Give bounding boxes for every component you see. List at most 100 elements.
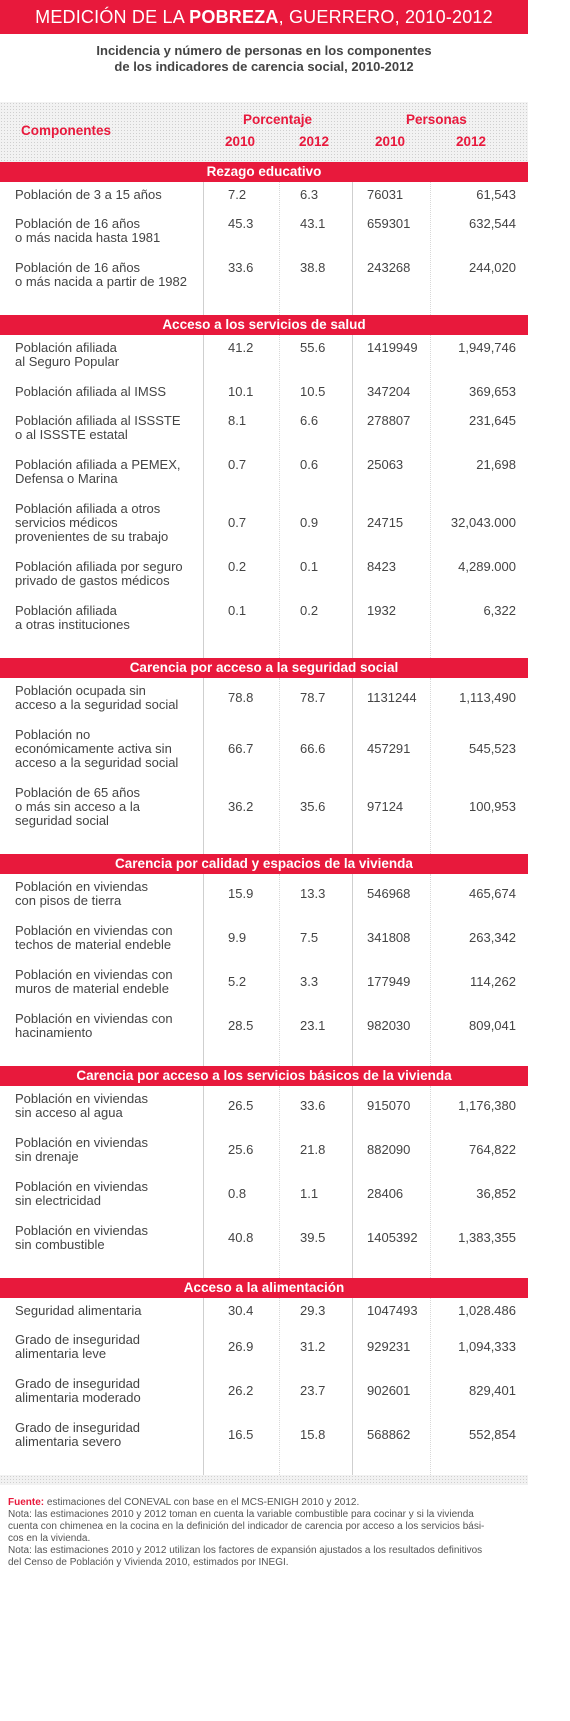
cell-pct-2010: 9.9 <box>228 930 247 945</box>
cell-pct-2010: 66.7 <box>228 741 254 756</box>
cell-pct-2010: 41.2 <box>228 340 254 355</box>
cell-persons-2012: 1,949,746 <box>458 340 516 355</box>
col-header-per-2010: 2010 <box>375 134 406 149</box>
cell-pct-2012: 78.7 <box>300 690 326 705</box>
row-label-line: seguridad social <box>15 813 109 828</box>
row-label: Población de 3 a 15 años <box>15 188 198 202</box>
row-label-line: sin combustible <box>15 1237 105 1252</box>
cell-persons-2010: 243268 <box>367 260 411 275</box>
cell-persons-2012: 100,953 <box>469 799 516 814</box>
row-label-line: acceso a la seguridad social <box>15 755 179 770</box>
note-line: Nota: las estimaciones 2010 y 2012 utili… <box>8 1545 483 1556</box>
cell-persons-2012: 809,041 <box>469 1018 516 1033</box>
title-pre: MEDICIÓN DE LA <box>35 7 190 27</box>
row-label-line: Población afiliada al IMSS <box>15 384 167 399</box>
row-label-line: muros de material endeble <box>15 981 169 996</box>
note-line: cos en la vivienda. <box>8 1533 91 1544</box>
section-header: Acceso a los servicios de salud <box>0 315 528 335</box>
section-rows: Seguridad alimentaria 30.4 29.3 1047493 1,02… <box>0 1298 528 1475</box>
cell-persons-2010: 882090 <box>367 1142 411 1157</box>
row-label: Población afiliada al IMSS <box>15 385 198 399</box>
cell-pct-2012: 3.3 <box>300 974 319 989</box>
row-label-line: sin drenaje <box>15 1149 79 1164</box>
row-label-line: Población en viviendas con <box>15 923 173 938</box>
column-divider <box>430 1298 431 1475</box>
section-rows: Población de 3 a 15 años 7.2 6.3 76031 61,54… <box>0 182 528 315</box>
cell-pct-2010: 33.6 <box>228 260 254 275</box>
row-label-line: alimentaria severo <box>15 1434 122 1449</box>
cell-pct-2012: 23.1 <box>300 1018 326 1033</box>
title-post: , GUERRERO, 2010-2012 <box>278 7 493 27</box>
row-label-line: alimentaria leve <box>15 1346 107 1361</box>
table-row: Población afiliada al IMSS 10.1 10.5 347204… <box>0 385 528 414</box>
col-header-pct-2012: 2012 <box>299 134 330 149</box>
infographic: MEDICIÓN DE LA POBREZA, GUERRERO, 2010-2… <box>0 0 528 1569</box>
table-row: Población afiliada al Seguro Popular 41.2 5… <box>0 341 528 385</box>
row-label: Población en viviendas con techos de mate… <box>15 924 198 952</box>
cell-pct-2012: 15.8 <box>300 1427 326 1442</box>
cell-pct-2012: 66.6 <box>300 741 326 756</box>
row-label-line: o más sin acceso a la <box>15 799 141 814</box>
cell-pct-2012: 10.5 <box>300 384 326 399</box>
cell-persons-2010: 97124 <box>367 799 404 814</box>
column-divider <box>279 1298 280 1475</box>
row-label-line: acceso a la seguridad social <box>15 697 179 712</box>
cell-persons-2010: 568862 <box>367 1427 411 1442</box>
row-label: Población en viviendas sin electricidad <box>15 1180 198 1208</box>
table-row: Población ocupada sin acceso a la segurid… <box>0 684 528 728</box>
cell-persons-2010: 278807 <box>367 413 411 428</box>
cell-pct-2010: 0.1 <box>228 603 247 618</box>
cell-pct-2012: 6.6 <box>300 413 319 428</box>
table-row: Población en viviendas con techos de mate… <box>0 924 528 968</box>
row-label: Seguridad alimentaria <box>15 1304 198 1318</box>
cell-persons-2012: 764,822 <box>469 1142 516 1157</box>
cell-pct-2012: 13.3 <box>300 886 326 901</box>
row-label-line: Población afiliada al ISSSTE <box>15 413 181 428</box>
table-row: Población de 3 a 15 años 7.2 6.3 76031 61,54… <box>0 188 528 217</box>
row-label-line: Seguridad alimentaria <box>15 1303 142 1318</box>
row-label: Grado de inseguridad alimentaria severo <box>15 1421 198 1449</box>
row-label-line: Población afiliada <box>15 603 117 618</box>
row-label-line: techos de material endeble <box>15 937 172 952</box>
row-label-line: o más nacida hasta 1981 <box>15 230 161 245</box>
row-label: Población afiliada a PEMEX, Defensa o Mar… <box>15 458 198 486</box>
cell-pct-2010: 8.1 <box>228 413 247 428</box>
row-label: Población no económicamente activa sin acc… <box>15 728 198 770</box>
cell-persons-2012: 1,094,333 <box>458 1339 516 1354</box>
subtitle-line: Incidencia y número de personas en los c… <box>96 43 432 58</box>
row-label: Población afiliada a otros servicios médi… <box>15 502 198 544</box>
row-label-line: o al ISSSTE estatal <box>15 427 128 442</box>
row-label: Población en viviendas con pisos de tierr… <box>15 880 198 908</box>
row-label-line: Población de 16 años <box>15 216 141 231</box>
table-row: Población afiliada a otras instituciones 0… <box>0 604 528 648</box>
cell-pct-2012: 38.8 <box>300 260 326 275</box>
col-header-personas: Personas <box>406 112 467 127</box>
col-header-pct-2010: 2010 <box>225 134 256 149</box>
row-label-line: Población afiliada a otros <box>15 501 161 516</box>
table-row: Población afiliada por seguro privado de … <box>0 560 528 604</box>
cell-persons-2010: 929231 <box>367 1339 411 1354</box>
cell-persons-2010: 28406 <box>367 1186 404 1201</box>
cell-persons-2012: 21,698 <box>476 457 516 472</box>
notes: Fuente: estimaciones del CONEVAL con bas… <box>0 1485 528 1569</box>
row-label: Población afiliada por seguro privado de … <box>15 560 198 588</box>
cell-pct-2012: 39.5 <box>300 1230 326 1245</box>
row-label-line: sin acceso al agua <box>15 1105 123 1120</box>
row-label: Población de 16 años o más nacida hasta 1… <box>15 217 198 245</box>
cell-persons-2012: 1,113,490 <box>459 690 516 705</box>
cell-persons-2012: 369,653 <box>469 384 516 399</box>
cell-persons-2010: 902601 <box>367 1383 411 1398</box>
cell-persons-2012: 552,854 <box>469 1427 516 1442</box>
cell-pct-2010: 26.5 <box>228 1098 254 1113</box>
table-header: Componentes Porcentaje Personas 2010 201… <box>0 102 528 162</box>
row-label: Población de 16 años o más nacida a parti… <box>15 261 198 289</box>
cell-persons-2010: 1932 <box>367 603 396 618</box>
cell-persons-2012: 61,543 <box>476 187 516 202</box>
row-label-line: Población en viviendas <box>15 1135 148 1150</box>
table-row: Población en viviendas con pisos de tierr… <box>0 880 528 924</box>
cell-persons-2010: 659301 <box>367 216 411 231</box>
table-body: Rezago educativo Población de 3 a 15 años… <box>0 162 528 1475</box>
column-divider <box>430 678 431 854</box>
cell-persons-2010: 341808 <box>367 930 411 945</box>
row-label-line: Población afiliada por seguro <box>15 559 183 574</box>
